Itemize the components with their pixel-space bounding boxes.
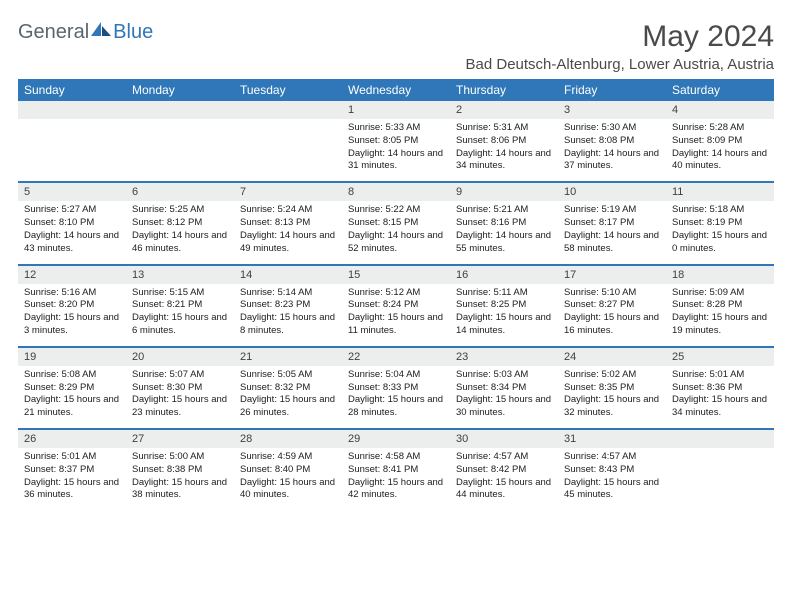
day-cell: Sunrise: 5:04 AMSunset: 8:33 PMDaylight:… (342, 366, 450, 428)
day-cell: Sunrise: 5:12 AMSunset: 8:24 PMDaylight:… (342, 284, 450, 346)
day-number: 25 (666, 348, 774, 366)
day-number: 23 (450, 348, 558, 366)
weekday-header: Monday (126, 79, 234, 101)
day-cell: Sunrise: 5:25 AMSunset: 8:12 PMDaylight:… (126, 201, 234, 263)
day-cell: Sunrise: 5:14 AMSunset: 8:23 PMDaylight:… (234, 284, 342, 346)
day-number: 31 (558, 430, 666, 448)
weekday-header: Sunday (18, 79, 126, 101)
day-cell: Sunrise: 5:10 AMSunset: 8:27 PMDaylight:… (558, 284, 666, 346)
month-title: May 2024 (466, 20, 775, 54)
day-cell: Sunrise: 4:57 AMSunset: 8:43 PMDaylight:… (558, 448, 666, 510)
weekday-header: Saturday (666, 79, 774, 101)
day-cell: Sunrise: 5:05 AMSunset: 8:32 PMDaylight:… (234, 366, 342, 428)
day-number: 6 (126, 183, 234, 201)
day-number: 27 (126, 430, 234, 448)
day-cell: Sunrise: 5:00 AMSunset: 8:38 PMDaylight:… (126, 448, 234, 510)
brand-logo: General Blue (18, 20, 153, 44)
day-cell: Sunrise: 5:28 AMSunset: 8:09 PMDaylight:… (666, 119, 774, 181)
day-cell: Sunrise: 5:15 AMSunset: 8:21 PMDaylight:… (126, 284, 234, 346)
day-number: 10 (558, 183, 666, 201)
day-number: 17 (558, 266, 666, 284)
day-number: 28 (234, 430, 342, 448)
day-cell: Sunrise: 5:08 AMSunset: 8:29 PMDaylight:… (18, 366, 126, 428)
day-cell (126, 119, 234, 181)
day-number: 30 (450, 430, 558, 448)
day-number: 1 (342, 101, 450, 119)
day-cell: Sunrise: 5:30 AMSunset: 8:08 PMDaylight:… (558, 119, 666, 181)
weekday-header: Thursday (450, 79, 558, 101)
weekday-header: Tuesday (234, 79, 342, 101)
day-number: 5 (18, 183, 126, 201)
logo-sail-icon (91, 20, 113, 44)
day-number: 29 (342, 430, 450, 448)
day-cell: Sunrise: 5:19 AMSunset: 8:17 PMDaylight:… (558, 201, 666, 263)
day-number (126, 101, 234, 119)
day-number: 13 (126, 266, 234, 284)
day-number: 24 (558, 348, 666, 366)
day-number: 12 (18, 266, 126, 284)
day-number: 16 (450, 266, 558, 284)
day-number: 15 (342, 266, 450, 284)
day-number: 26 (18, 430, 126, 448)
day-number (234, 101, 342, 119)
day-number: 2 (450, 101, 558, 119)
day-cell: Sunrise: 5:03 AMSunset: 8:34 PMDaylight:… (450, 366, 558, 428)
calendar-table: SundayMondayTuesdayWednesdayThursdayFrid… (18, 79, 774, 510)
day-number: 9 (450, 183, 558, 201)
day-cell: Sunrise: 5:31 AMSunset: 8:06 PMDaylight:… (450, 119, 558, 181)
day-number: 11 (666, 183, 774, 201)
day-number: 19 (18, 348, 126, 366)
day-number: 21 (234, 348, 342, 366)
day-number: 20 (126, 348, 234, 366)
weekday-header: Friday (558, 79, 666, 101)
brand-part2: Blue (113, 21, 153, 44)
day-cell: Sunrise: 5:27 AMSunset: 8:10 PMDaylight:… (18, 201, 126, 263)
day-cell: Sunrise: 4:59 AMSunset: 8:40 PMDaylight:… (234, 448, 342, 510)
day-cell (234, 119, 342, 181)
day-cell: Sunrise: 5:07 AMSunset: 8:30 PMDaylight:… (126, 366, 234, 428)
day-number: 22 (342, 348, 450, 366)
day-number: 7 (234, 183, 342, 201)
day-cell: Sunrise: 5:02 AMSunset: 8:35 PMDaylight:… (558, 366, 666, 428)
day-cell (666, 448, 774, 510)
day-cell: Sunrise: 5:11 AMSunset: 8:25 PMDaylight:… (450, 284, 558, 346)
day-number (666, 430, 774, 448)
day-number: 4 (666, 101, 774, 119)
page-header: General Blue May 2024 Bad Deutsch-Altenbu… (18, 20, 774, 73)
day-cell (18, 119, 126, 181)
day-number: 3 (558, 101, 666, 119)
brand-part1: General (18, 21, 89, 44)
day-cell: Sunrise: 5:16 AMSunset: 8:20 PMDaylight:… (18, 284, 126, 346)
day-cell: Sunrise: 5:33 AMSunset: 8:05 PMDaylight:… (342, 119, 450, 181)
day-number: 8 (342, 183, 450, 201)
day-cell: Sunrise: 5:01 AMSunset: 8:37 PMDaylight:… (18, 448, 126, 510)
day-cell: Sunrise: 5:24 AMSunset: 8:13 PMDaylight:… (234, 201, 342, 263)
day-cell: Sunrise: 5:01 AMSunset: 8:36 PMDaylight:… (666, 366, 774, 428)
day-cell: Sunrise: 5:22 AMSunset: 8:15 PMDaylight:… (342, 201, 450, 263)
day-cell: Sunrise: 4:57 AMSunset: 8:42 PMDaylight:… (450, 448, 558, 510)
location-subtitle: Bad Deutsch-Altenburg, Lower Austria, Au… (466, 56, 775, 73)
day-number: 14 (234, 266, 342, 284)
day-number: 18 (666, 266, 774, 284)
day-cell: Sunrise: 5:18 AMSunset: 8:19 PMDaylight:… (666, 201, 774, 263)
day-cell: Sunrise: 4:58 AMSunset: 8:41 PMDaylight:… (342, 448, 450, 510)
day-cell: Sunrise: 5:21 AMSunset: 8:16 PMDaylight:… (450, 201, 558, 263)
day-number (18, 101, 126, 119)
weekday-header: Wednesday (342, 79, 450, 101)
day-cell: Sunrise: 5:09 AMSunset: 8:28 PMDaylight:… (666, 284, 774, 346)
